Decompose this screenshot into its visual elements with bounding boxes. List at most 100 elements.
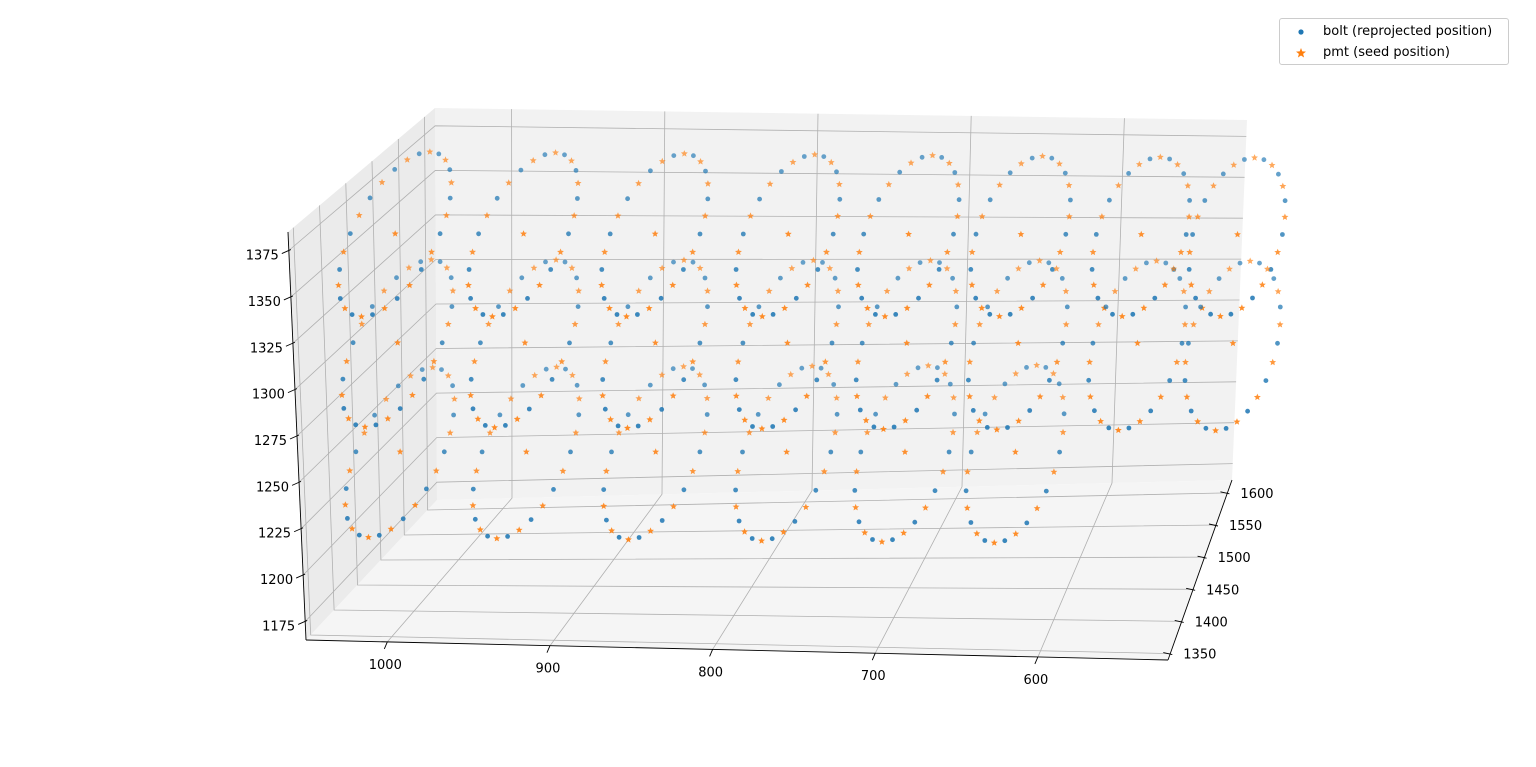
bolt-point <box>697 231 703 237</box>
pmt-point <box>991 394 998 401</box>
pmt-point <box>1015 417 1022 424</box>
pmt-point <box>963 504 971 511</box>
bolt-point <box>1261 157 1267 163</box>
bolt-point <box>609 449 614 455</box>
pmt-point <box>1186 248 1194 256</box>
bolt-point <box>636 535 642 540</box>
pmt-point <box>378 178 386 186</box>
x-axis-line <box>305 639 1169 661</box>
pmt-point <box>741 416 749 423</box>
bolt-point <box>337 296 343 301</box>
bolt-point <box>950 275 955 281</box>
bolt-point <box>1064 304 1070 310</box>
bolt-point <box>615 423 621 429</box>
pmt-point <box>1097 417 1104 425</box>
pmt-point <box>861 529 869 536</box>
pmt-point <box>602 358 609 365</box>
bolt-point <box>416 151 422 157</box>
legend-label-pmt: pmt (seed position) <box>1323 45 1450 60</box>
bolt-point <box>340 376 346 382</box>
bolt-point <box>855 267 860 272</box>
z-tick-label: 1325 <box>250 341 283 356</box>
bolt-point <box>397 406 403 411</box>
bolt-point <box>1059 276 1065 281</box>
pmt-point <box>381 304 388 312</box>
bolt-point <box>568 449 573 455</box>
y-tick <box>1197 555 1207 559</box>
bolt-point <box>602 406 608 412</box>
pmt-point <box>780 528 787 535</box>
pmt-point <box>1210 182 1217 189</box>
bolt-point <box>1167 378 1173 383</box>
bolt-point <box>1024 365 1029 370</box>
pmt-point <box>343 357 351 365</box>
pmt-point <box>927 256 934 264</box>
pmt-point <box>950 394 957 401</box>
pmt-point <box>1086 358 1093 366</box>
pmt-point <box>1114 426 1122 434</box>
pmt-point <box>966 392 974 400</box>
pmt-point <box>625 536 632 543</box>
pmt-point <box>575 287 583 294</box>
bolt-point <box>1198 304 1203 310</box>
bolt-point <box>1060 340 1066 346</box>
bolt-point <box>1057 449 1062 455</box>
bolt-point <box>948 340 954 346</box>
bolt-point <box>604 517 609 523</box>
x-tick-label: 1000 <box>369 658 402 673</box>
bolt-point <box>1107 197 1112 203</box>
bolt-point <box>1223 426 1229 431</box>
pmt-point <box>1226 265 1233 272</box>
pmt-point <box>1157 393 1165 400</box>
pmt-point <box>764 394 772 402</box>
bolt-point <box>1095 295 1101 301</box>
y-gridline <box>319 205 1182 622</box>
bolt-point <box>1050 267 1055 272</box>
pmt-point <box>853 468 860 475</box>
bolt-point <box>858 449 864 455</box>
pmt-point <box>741 528 748 535</box>
bolt-point <box>769 536 775 542</box>
bolt-point <box>1046 260 1052 266</box>
pmt-point <box>348 525 356 532</box>
x-tick <box>709 649 714 657</box>
pmt-point <box>834 287 842 295</box>
pmt-point <box>905 264 913 272</box>
pmt-point <box>1276 321 1284 328</box>
pmt-point <box>537 391 545 399</box>
bolt-point <box>681 487 687 493</box>
x-tick <box>383 641 388 650</box>
bolt-point <box>526 406 532 412</box>
bolt-point <box>543 259 548 265</box>
bolt-point <box>740 449 745 455</box>
pmt-point <box>599 392 607 399</box>
pmt-point <box>473 467 480 474</box>
bolt-point <box>681 267 686 272</box>
pmt-point <box>469 248 476 255</box>
z-tick <box>285 341 296 347</box>
pmt-point <box>854 358 862 365</box>
bolt-point <box>702 275 708 281</box>
bolt-point <box>954 304 960 310</box>
bolt-point <box>1005 275 1010 281</box>
pmt-point <box>505 179 513 186</box>
pmt-point <box>734 467 742 475</box>
pmt-point <box>831 429 839 436</box>
bolt-point <box>470 486 476 492</box>
bolt-point <box>1007 311 1013 317</box>
bolt-point <box>1250 295 1255 301</box>
bolt-point <box>1126 425 1132 431</box>
bolt-point <box>373 422 379 428</box>
bolt-point <box>1126 171 1131 176</box>
bolt-point <box>496 304 501 309</box>
z-tick-label: 1250 <box>256 480 289 495</box>
bolt-point <box>690 366 695 371</box>
pmt-point <box>1268 161 1276 169</box>
x-tick-label: 900 <box>536 662 561 677</box>
pmt-point <box>669 392 677 399</box>
bolt-point <box>370 312 375 317</box>
pmt-point <box>926 281 933 288</box>
pmt-point <box>833 320 840 328</box>
pmt-point <box>1050 468 1058 475</box>
pmt-point <box>1174 161 1181 168</box>
